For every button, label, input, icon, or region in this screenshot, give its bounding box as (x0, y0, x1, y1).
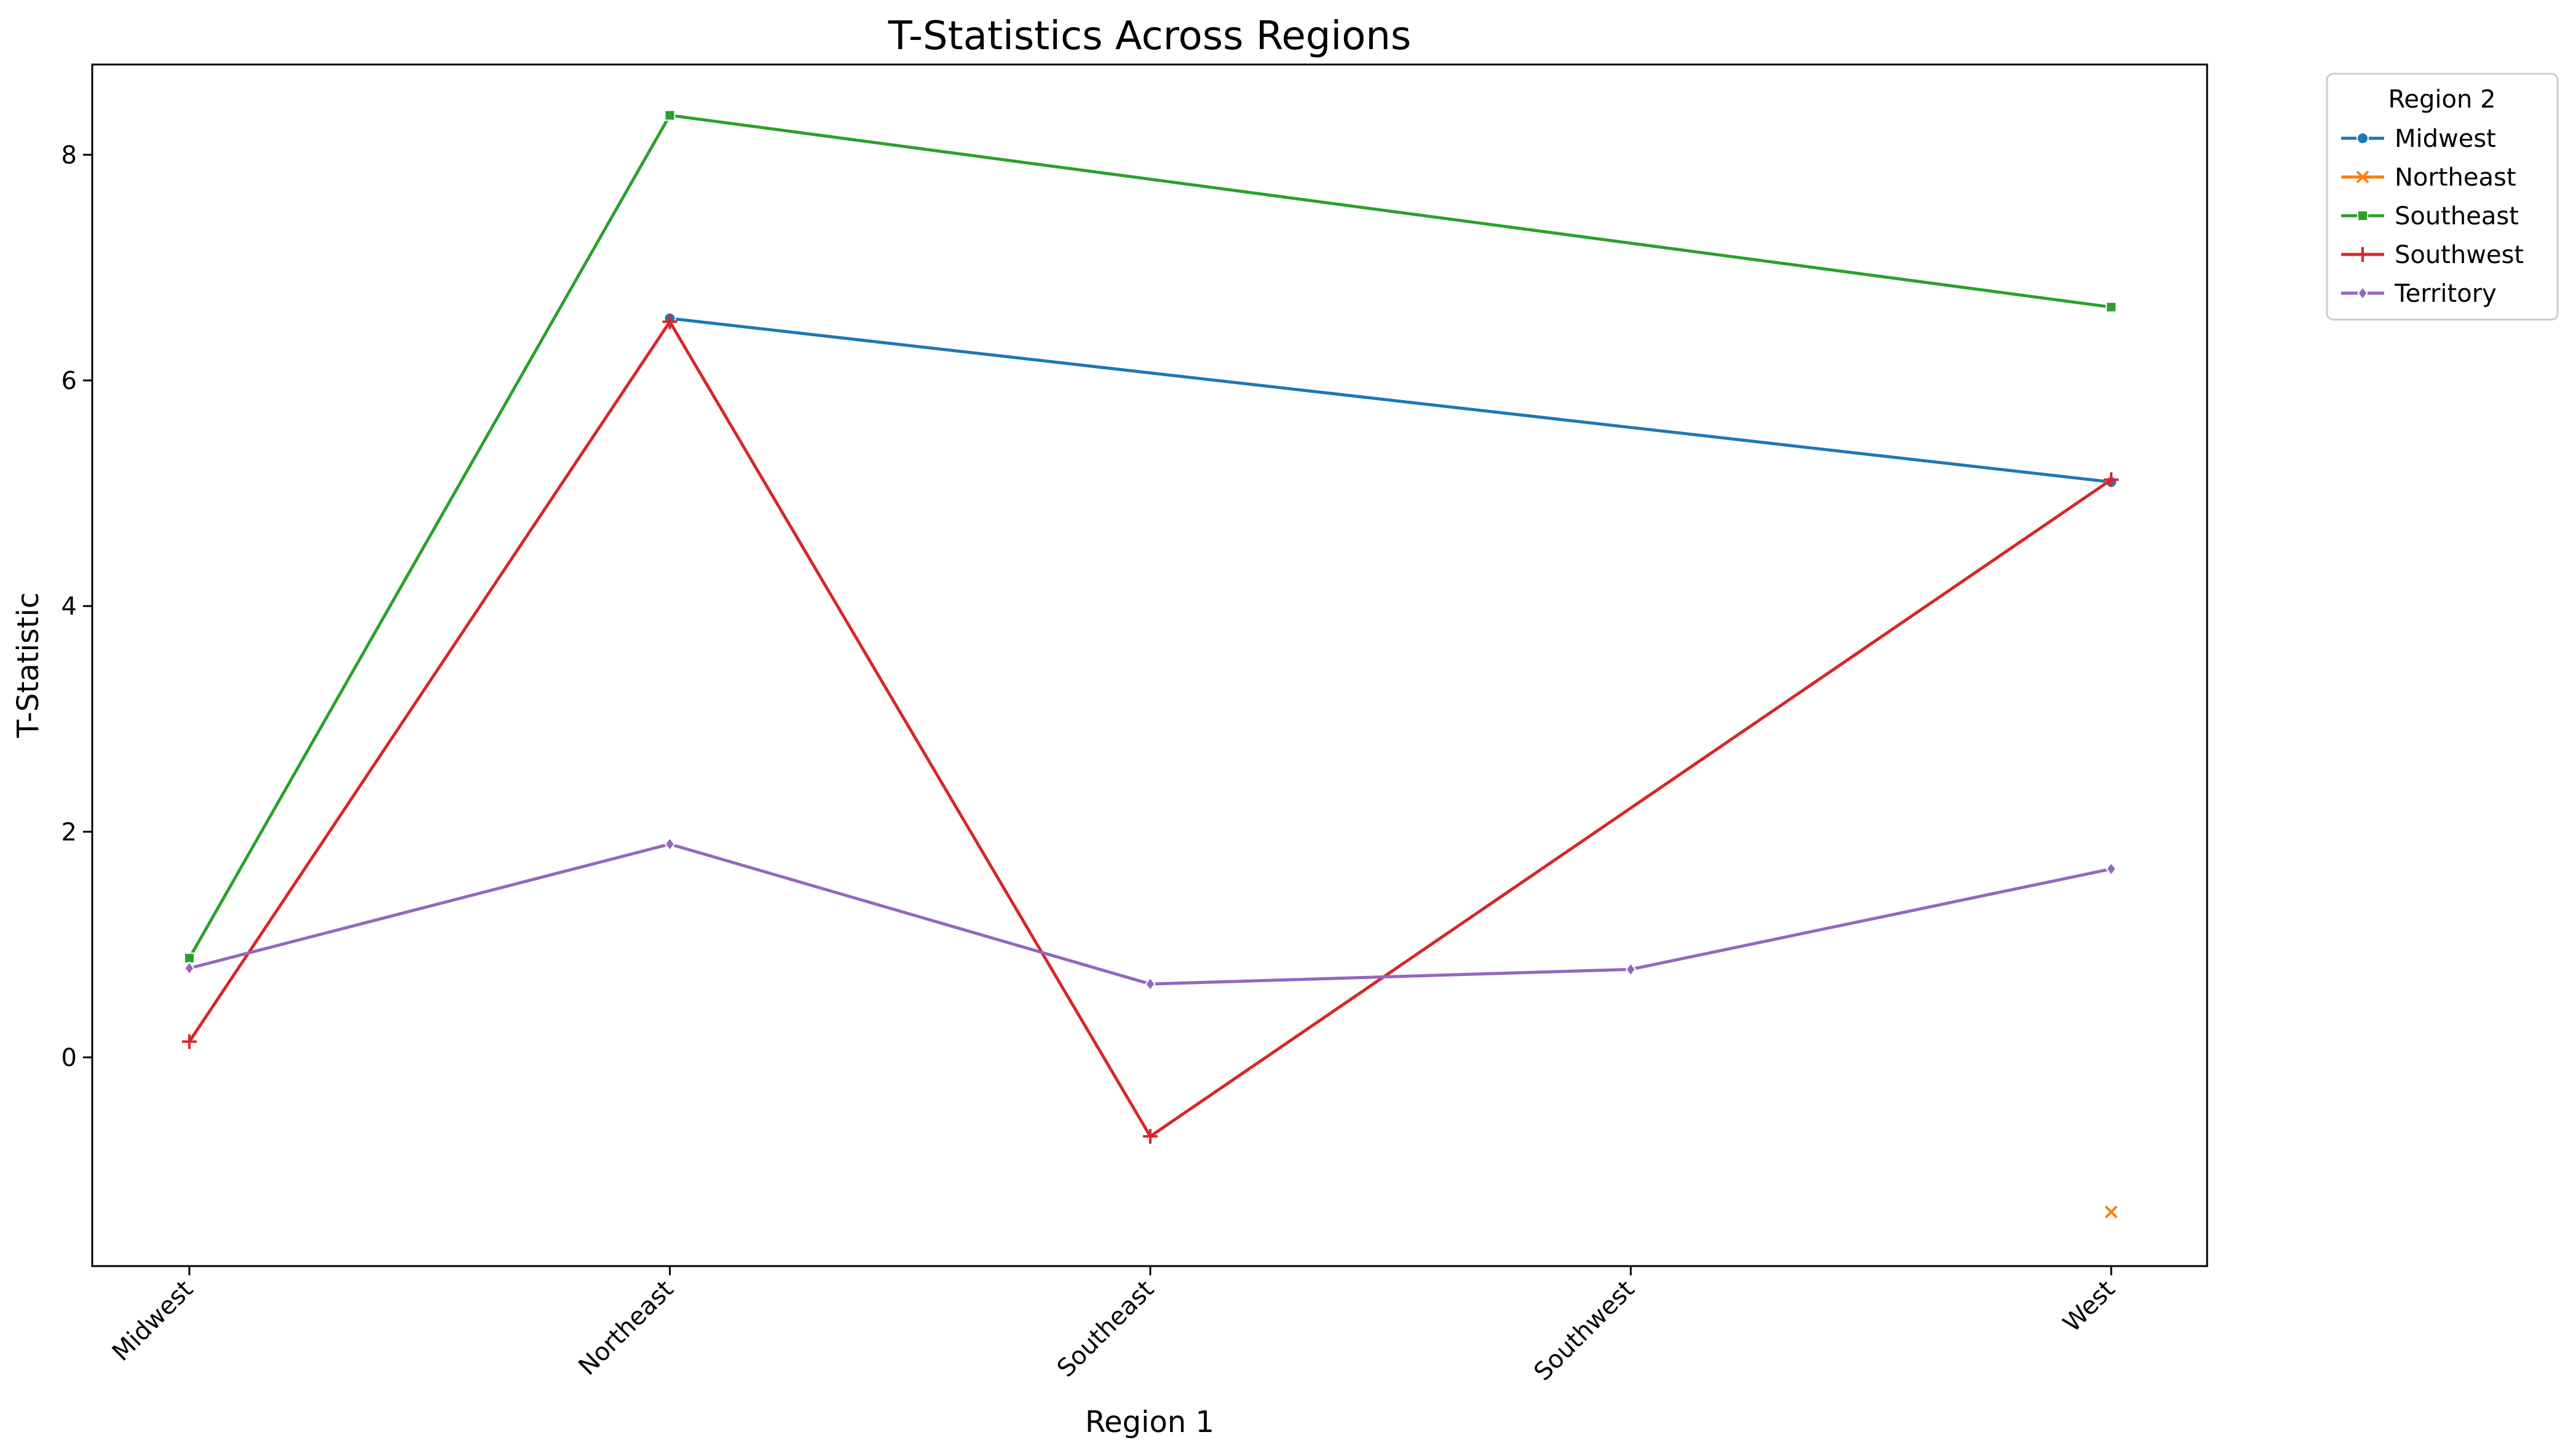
series-southwest (182, 314, 2119, 1144)
data-point-territory (664, 836, 676, 852)
legend-item-northeast: Northeast (2341, 163, 2516, 192)
data-point-territory (1145, 977, 1156, 991)
legend-item-southwest: Southwest (2341, 241, 2524, 269)
data-point-southwest (2104, 472, 2119, 487)
legend-label: Midwest (2395, 125, 2496, 153)
chart-title: T-Statistics Across Regions (888, 14, 1412, 59)
legend-label: Southeast (2395, 202, 2519, 230)
data-point-northeast (2104, 1205, 2118, 1219)
y-tick-label: 2 (61, 818, 77, 846)
legend-label: Southwest (2395, 241, 2524, 269)
legend-items: Midwest Northeast Southeast Southwest Territ… (2341, 125, 2524, 308)
x-axis-label: Region 1 (1085, 1405, 1214, 1439)
legend-item-midwest: Midwest (2341, 125, 2496, 153)
series-line-midwest (670, 317, 2112, 484)
data-point-territory (184, 961, 195, 976)
y-tick-label: 0 (61, 1044, 77, 1072)
legend-marker (2357, 132, 2369, 144)
data-point-territory (1625, 962, 1637, 977)
legend-marker (2357, 210, 2368, 221)
data-point-southwest (1143, 1128, 1158, 1144)
y-axis: 0 2 4 6 8 (61, 141, 92, 1072)
y-tick-label: 8 (61, 141, 77, 170)
y-axis-label: T-Statistic (11, 592, 45, 739)
series-territory (184, 836, 2117, 991)
legend-item-territory: Territory (2341, 280, 2497, 308)
legend: Region 2 Midwest Northeast Southeast Southw… (2326, 73, 2559, 321)
legend-marker (2357, 286, 2368, 301)
legend-label: Territory (2394, 280, 2497, 308)
y-tick-label: 6 (61, 367, 77, 395)
data-point-territory (2106, 862, 2117, 876)
data-point-southeast (664, 109, 676, 121)
legend-label: Northeast (2395, 163, 2516, 192)
series-layer (182, 109, 2119, 1219)
data-point-southeast (2106, 301, 2117, 313)
series-northeast (2104, 1205, 2118, 1219)
legend-item-southeast: Southeast (2341, 202, 2519, 230)
y-tick-label: 4 (61, 592, 77, 621)
series-line-southwest (188, 320, 2112, 1138)
legend-frame (2326, 73, 2559, 321)
legend-title: Region 2 (2388, 85, 2495, 114)
data-point-southwest (662, 314, 678, 329)
legend-marker (2355, 247, 2370, 262)
series-southeast (184, 109, 2117, 964)
legend-marker (2356, 170, 2369, 184)
data-point-southwest (182, 1034, 197, 1049)
